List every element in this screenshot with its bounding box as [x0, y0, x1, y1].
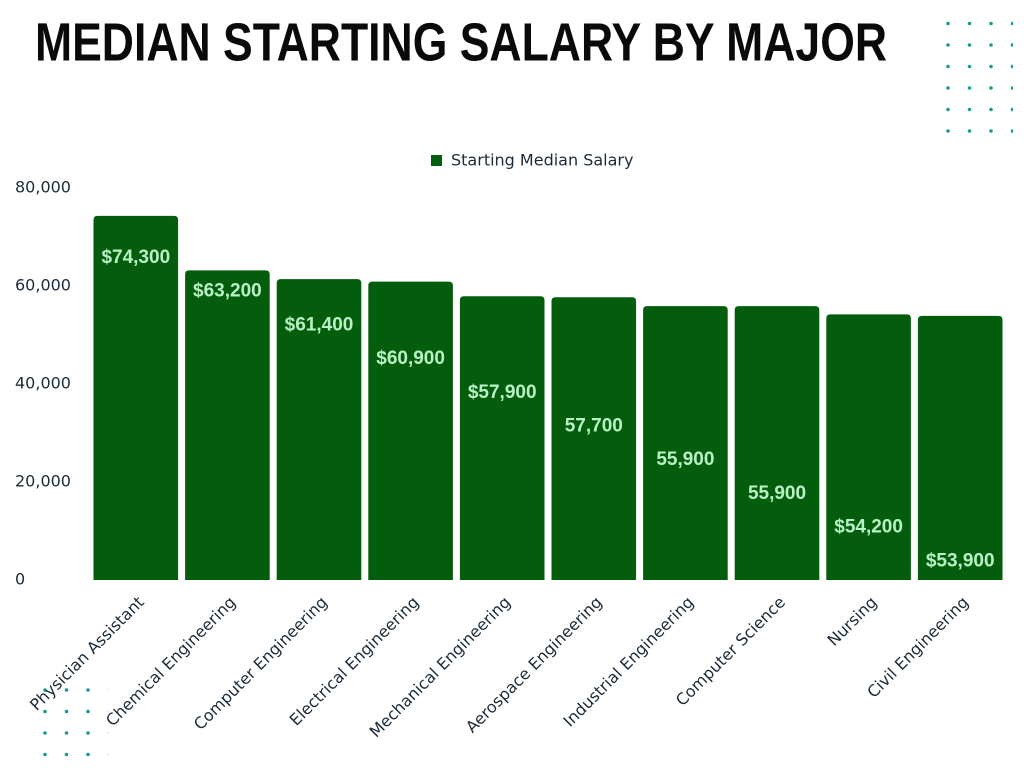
value-label: $74,300 — [101, 247, 170, 268]
bar — [734, 306, 820, 580]
bar — [459, 296, 545, 580]
y-tick-label: 40,000 — [15, 374, 71, 393]
value-label: $61,400 — [285, 314, 354, 335]
value-label: 55,900 — [656, 449, 714, 470]
bar — [276, 279, 362, 580]
y-tick-label: 80,000 — [15, 178, 71, 197]
value-label: $54,200 — [834, 517, 903, 538]
bar — [93, 215, 179, 580]
bar — [917, 315, 1003, 580]
value-label: $60,900 — [376, 348, 445, 369]
bar — [551, 297, 637, 580]
y-tick-label: 20,000 — [15, 472, 71, 491]
value-label: $57,900 — [468, 382, 537, 403]
bar — [643, 306, 728, 580]
value-label: 57,700 — [565, 416, 623, 437]
decoration-dots — [933, 20, 1013, 134]
value-label: $53,900 — [926, 550, 995, 571]
value-label: 55,900 — [748, 483, 806, 504]
value-label: $63,200 — [193, 281, 262, 302]
legend-swatch — [431, 155, 442, 166]
x-tick-label: Civil Engineering — [863, 593, 972, 702]
legend-label: Starting Median Salary — [451, 151, 633, 170]
chart-title: MEDIAN STARTING SALARY BY MAJOR — [35, 12, 887, 72]
y-tick-label: 60,000 — [15, 276, 71, 295]
bar — [368, 281, 453, 580]
y-tick-label: 0 — [15, 570, 25, 589]
bar — [185, 270, 270, 580]
bar — [826, 314, 911, 580]
decoration-dots — [28, 688, 108, 760]
x-tick-label: Nursing — [824, 593, 881, 650]
